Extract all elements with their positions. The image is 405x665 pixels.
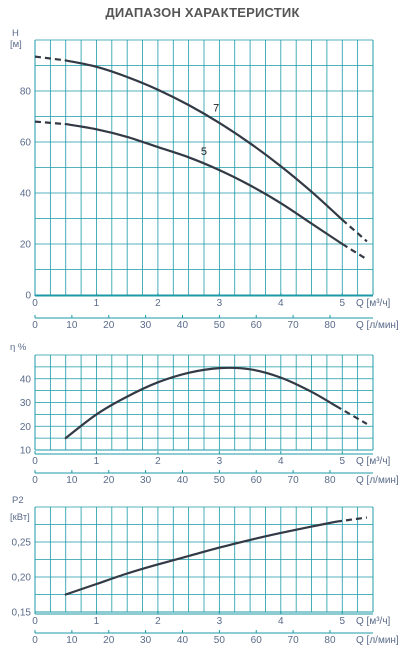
x-tick-label-m3h: 4: [278, 456, 284, 467]
x-tick-label-lmin: 20: [103, 635, 115, 646]
x-tick-label-m3h: 2: [155, 616, 161, 627]
x-axis-label-m3h: Q [м³/ч]: [356, 456, 391, 467]
x-tick-label-lmin: 80: [324, 475, 336, 486]
x-tick-label-m3h: 5: [339, 456, 345, 467]
x-tick-label-lmin: 30: [140, 635, 152, 646]
x-tick-label-m3h: 2: [155, 456, 161, 467]
curve-7-solid: [64, 59, 344, 221]
curve-label-5: 5: [201, 146, 207, 158]
x-tick-label-m3h: 3: [217, 616, 223, 627]
x-tick-label-m3h: 0: [32, 298, 38, 309]
x-tick-label-lmin: 0: [32, 320, 38, 331]
curve-5-dashed-end: [341, 243, 368, 261]
x-tick-label-lmin: 80: [324, 635, 336, 646]
x-tick-label-lmin: 70: [288, 320, 300, 331]
y-tick-label: 0,25: [12, 538, 32, 549]
x-axis-label-lmin: Q [л/мин]: [356, 635, 399, 646]
x-tick-label-lmin: 40: [177, 475, 189, 486]
y-axis-label: H: [12, 28, 19, 39]
curve-dashed-end: [335, 405, 368, 425]
x-tick-label-m3h: 1: [94, 616, 100, 627]
x-tick-label-lmin: 0: [32, 635, 38, 646]
y-tick-label: 10: [20, 446, 32, 457]
curve-solid: [64, 520, 338, 596]
x-tick-label-lmin: 50: [214, 635, 226, 646]
x-tick-label-m3h: 1: [94, 298, 100, 309]
x-tick-label-m3h: 0: [32, 456, 38, 467]
x-tick-label-m3h: 3: [217, 298, 223, 309]
x-tick-label-lmin: 10: [66, 635, 78, 646]
curve-5-solid: [64, 123, 344, 246]
y-tick-label: 0,20: [12, 573, 32, 584]
x-tick-label-lmin: 0: [32, 475, 38, 486]
y-axis-label: P2: [12, 495, 24, 506]
x-tick-label-lmin: 40: [177, 320, 189, 331]
x-tick-label-lmin: 70: [288, 635, 300, 646]
x-tick-label-lmin: 60: [251, 320, 263, 331]
x-tick-label-lmin: 20: [103, 475, 115, 486]
x-tick-label-lmin: 70: [288, 475, 300, 486]
y-tick-label: 0: [25, 291, 31, 302]
curve-7-dashed-start: [34, 55, 66, 62]
x-tick-label-m3h: 2: [155, 298, 161, 309]
y-tick-label: 30: [20, 398, 32, 409]
x-tick-label-lmin: 30: [140, 475, 152, 486]
y-tick-label: 60: [20, 138, 32, 149]
y-axis-unit: [м]: [10, 39, 22, 50]
x-axis-label-lmin: Q [л/мин]: [356, 320, 399, 331]
x-tick-label-lmin: 20: [103, 320, 115, 331]
curve-dashed-end: [335, 516, 368, 523]
y-tick-label: 80: [20, 87, 32, 98]
chart-panel-1: 0 20 40 60 80 H[м] 0 1 2 3 4 5 Q [м³/ч] 0 10 20 30 40 50 60…: [10, 28, 399, 331]
curve-5-dashed-start: [34, 120, 66, 126]
curve-7-dashed-end: [341, 218, 368, 243]
x-tick-label-m3h: 1: [94, 456, 100, 467]
chart-title: ДИАПАЗОН ХАРАКТЕРИСТИК: [105, 5, 300, 20]
x-tick-label-lmin: 60: [251, 635, 263, 646]
y-tick-label: 20: [20, 240, 32, 251]
x-axis-label-lmin: Q [л/мин]: [356, 475, 399, 486]
x-tick-label-lmin: 10: [66, 475, 78, 486]
curve-label-7: 7: [213, 103, 219, 115]
y-tick-label: 40: [20, 189, 32, 200]
x-tick-label-lmin: 80: [324, 320, 336, 331]
x-tick-label-lmin: 10: [66, 320, 78, 331]
y-tick-label: 0,15: [12, 608, 32, 619]
curve-solid: [64, 366, 338, 440]
y-axis-unit: [кВт]: [10, 512, 30, 523]
chart-panel-3: 0,15 0,20 0,25 P2 [кВт] 0 1 2 3 4 5 Q [м³/ч] 0 10 20 30…: [10, 495, 399, 646]
x-axis-label-m3h: Q [м³/ч]: [356, 298, 391, 309]
x-tick-label-m3h: 5: [339, 616, 345, 627]
y-tick-label: 20: [20, 422, 32, 433]
x-tick-label-lmin: 60: [251, 475, 263, 486]
x-tick-label-m3h: 5: [339, 298, 345, 309]
y-axis-label: η %: [10, 342, 27, 353]
x-tick-label-lmin: 50: [214, 320, 226, 331]
x-tick-label-lmin: 50: [214, 475, 226, 486]
x-tick-label-lmin: 40: [177, 635, 189, 646]
x-tick-label-m3h: 0: [32, 616, 38, 627]
x-tick-label-m3h: 4: [278, 616, 284, 627]
x-axis-label-m3h: Q [м³/ч]: [356, 616, 391, 627]
x-tick-label-m3h: 3: [217, 456, 223, 467]
x-tick-label-lmin: 30: [140, 320, 152, 331]
y-tick-label: 40: [20, 374, 32, 385]
x-tick-label-m3h: 4: [278, 298, 284, 309]
